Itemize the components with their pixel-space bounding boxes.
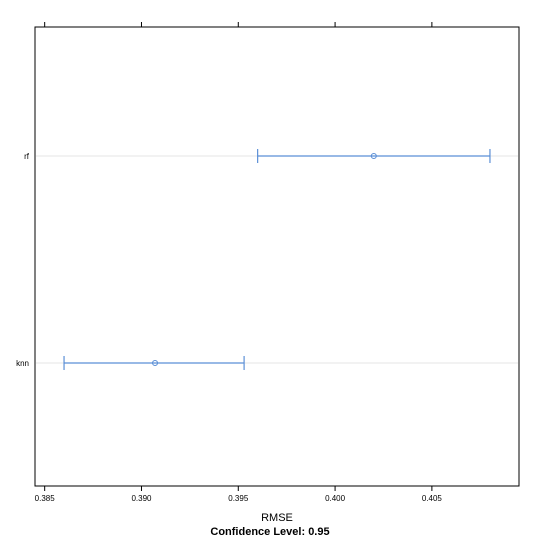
estimate-point-knn <box>151 359 159 367</box>
plot-frame <box>34 26 520 487</box>
y-label-knn: knn <box>16 359 29 368</box>
x-axis-title: RMSE <box>261 512 293 524</box>
x-tick-label: 0.390 <box>131 494 152 503</box>
reference-lines <box>36 155 518 364</box>
x-tick-label: 0.400 <box>325 494 346 503</box>
estimate-point-rf <box>370 152 377 160</box>
x-tick-label: 0.405 <box>422 494 443 503</box>
y-label-rf: rf <box>24 152 30 161</box>
interval-series <box>63 149 491 370</box>
y-axis-labels: knn rf <box>16 152 30 368</box>
x-tick-label: 0.385 <box>35 494 56 503</box>
x-axis-ticks: 0.385 0.390 0.395 0.400 0.405 <box>35 22 443 503</box>
x-tick-label: 0.395 <box>228 494 249 503</box>
chart-subtitle: Confidence Level: 0.95 <box>210 526 329 538</box>
